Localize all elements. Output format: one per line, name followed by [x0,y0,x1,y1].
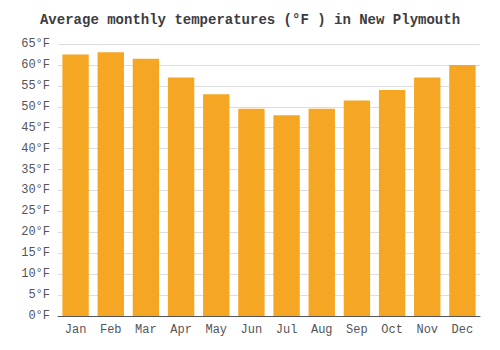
svg-text:Average monthly temperatures (: Average monthly temperatures (°F ) in Ne… [40,12,460,28]
svg-text:Apr: Apr [170,323,192,337]
svg-text:25°F: 25°F [21,204,50,218]
svg-text:55°F: 55°F [21,79,50,93]
svg-text:65°F: 65°F [21,37,50,51]
svg-text:30°F: 30°F [21,183,50,197]
svg-text:60°F: 60°F [21,58,50,72]
svg-text:Sep: Sep [346,323,368,337]
svg-text:May: May [205,323,227,337]
svg-text:5°F: 5°F [28,288,50,302]
svg-text:Feb: Feb [100,323,122,337]
svg-text:Jan: Jan [65,323,87,337]
svg-text:Jul: Jul [276,323,298,337]
svg-text:Jun: Jun [241,323,263,337]
svg-text:Oct: Oct [381,323,403,337]
svg-text:20°F: 20°F [21,225,50,239]
svg-text:0°F: 0°F [28,309,50,323]
svg-text:40°F: 40°F [21,142,50,156]
svg-text:15°F: 15°F [21,246,50,260]
svg-text:Nov: Nov [416,323,438,337]
svg-text:50°F: 50°F [21,100,50,114]
svg-text:35°F: 35°F [21,163,50,177]
svg-text:Dec: Dec [452,323,474,337]
svg-text:10°F: 10°F [21,267,50,281]
svg-text:45°F: 45°F [21,121,50,135]
svg-text:Mar: Mar [135,323,157,337]
svg-text:Aug: Aug [311,323,333,337]
